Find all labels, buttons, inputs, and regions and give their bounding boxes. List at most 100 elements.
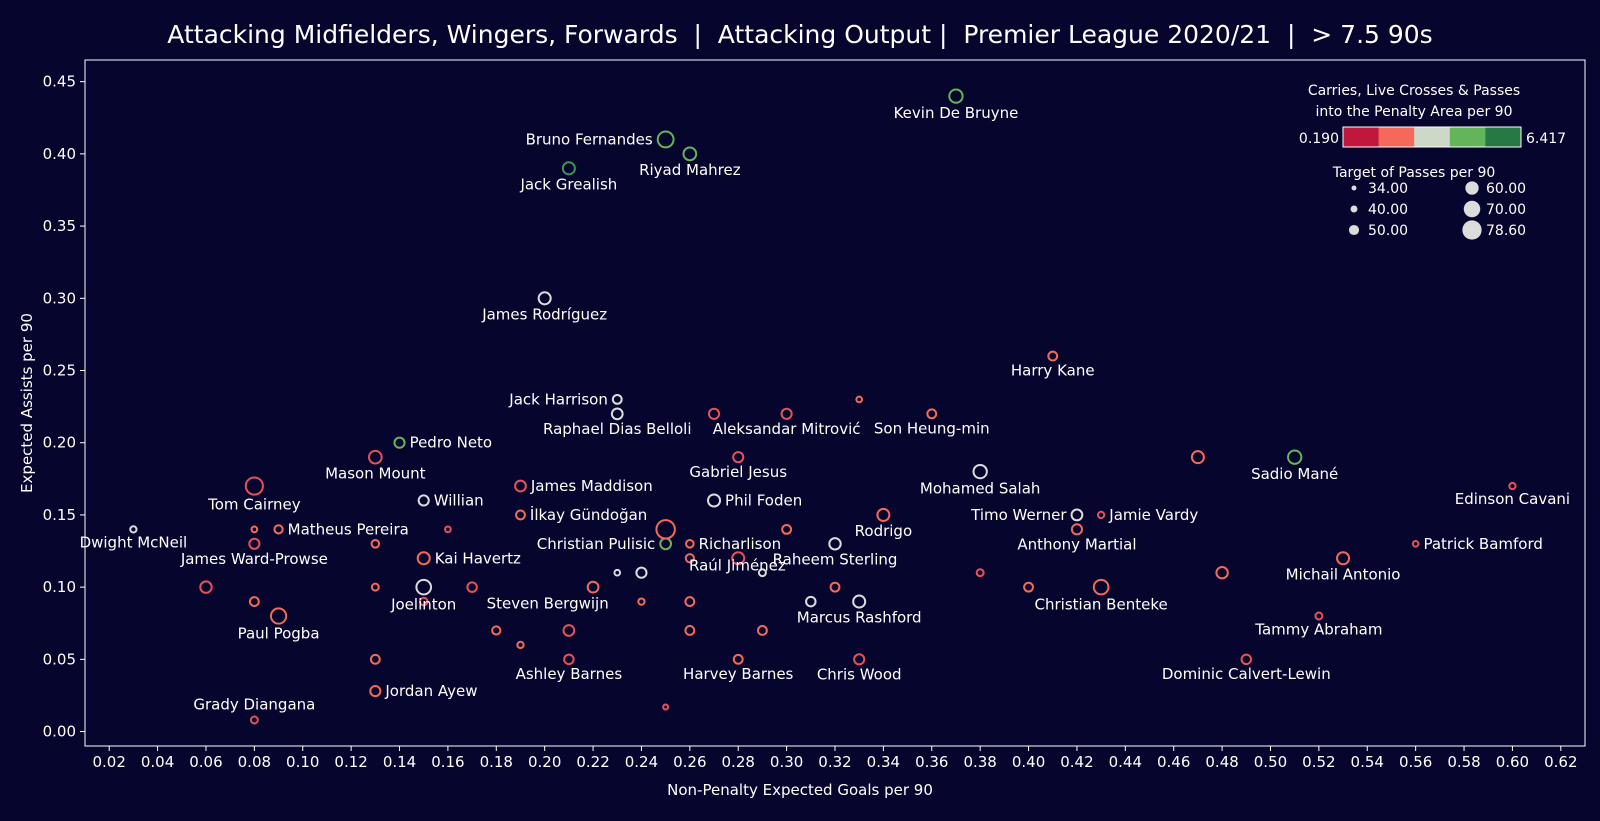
x-tick-label: 0.30 — [770, 753, 803, 771]
size-legend-marker — [1465, 181, 1479, 195]
size-legend-label: 40.00 — [1368, 202, 1408, 218]
data-point — [563, 653, 575, 666]
size-legend-marker — [1463, 200, 1481, 218]
point-label: İlkay Gündoğan — [530, 505, 647, 524]
data-point — [685, 539, 695, 549]
data-point — [561, 161, 576, 176]
x-tick-label: 0.02 — [92, 753, 125, 771]
point-label: Jack Harrison — [508, 390, 608, 408]
point-label: Tammy Abraham — [1254, 620, 1382, 638]
x-tick-label: 0.38 — [963, 753, 996, 771]
x-tick-label: 0.28 — [722, 753, 755, 771]
data-point — [369, 685, 382, 698]
y-tick-label: 0.20 — [43, 434, 76, 452]
data-point — [393, 436, 406, 449]
x-tick-label: 0.18 — [480, 753, 513, 771]
point-label: James Maddison — [530, 477, 653, 495]
y-axis: 0.00 0.05 0.10 0.15 0.20 0.25 0.30 0.35 0.40 0.45 — [43, 73, 85, 741]
size-legend-marker — [1351, 185, 1357, 191]
color-legend-title-line2: into the Penalty Area per 90 — [1315, 104, 1512, 120]
data-point — [466, 581, 478, 593]
data-point — [491, 625, 502, 636]
data-point — [756, 625, 768, 636]
y-tick-label: 0.35 — [43, 217, 76, 235]
point-label: Michail Antonio — [1286, 565, 1401, 583]
point-label: Raphael Dias Belloli — [543, 420, 692, 438]
color-scale-segment — [1485, 127, 1522, 147]
data-point — [852, 594, 867, 609]
data-point — [249, 715, 259, 725]
data-point — [370, 539, 381, 549]
x-tick-label: 0.16 — [431, 753, 464, 771]
point-labels: Kevin De Bruyne Bruno Fernandes Riyad Mahr… — [80, 104, 1571, 714]
point-label: Matheus Pereira — [288, 520, 409, 538]
point-label: Dominic Calvert-Lewin — [1162, 665, 1331, 683]
size-legend-title: Target of Passes per 90 — [1332, 165, 1496, 181]
data-point — [1336, 551, 1351, 566]
data-point — [416, 551, 431, 566]
point-label: Paul Pogba — [238, 625, 320, 643]
data-point — [655, 519, 676, 540]
x-tick-label: 0.58 — [1447, 753, 1480, 771]
data-point — [682, 146, 698, 162]
x-tick-label: 0.56 — [1399, 753, 1432, 771]
data-point — [248, 537, 261, 550]
data-point — [1070, 523, 1083, 536]
data-point — [757, 568, 767, 578]
x-tick-label: 0.24 — [625, 753, 658, 771]
data-point — [250, 525, 259, 534]
data-point — [853, 653, 866, 666]
data-point — [975, 568, 985, 578]
x-axis-label: Non-Penalty Expected Goals per 90 — [667, 781, 933, 799]
x-tick-label: 0.54 — [1351, 753, 1384, 771]
x-tick-label: 0.14 — [383, 753, 416, 771]
point-label: Grady Diangana — [193, 696, 315, 714]
color-scale-segment — [1343, 127, 1380, 147]
data-point — [611, 393, 623, 405]
data-points — [129, 88, 1517, 725]
data-point — [537, 291, 552, 306]
point-label: James Ward-Prowse — [180, 550, 328, 568]
point-label: Joelinton — [390, 595, 456, 613]
point-label: Willian — [434, 491, 484, 509]
y-tick-label: 0.30 — [43, 289, 76, 307]
size-legend-label: 78.60 — [1486, 223, 1526, 239]
y-tick-label: 0.15 — [43, 506, 76, 524]
point-label: Gabriel Jesus — [689, 463, 787, 481]
x-tick-label: 0.42 — [1060, 753, 1093, 771]
point-label: James Rodríguez — [481, 305, 607, 323]
size-legend-label: 50.00 — [1368, 223, 1408, 239]
size-legend-label: 70.00 — [1486, 202, 1526, 218]
point-label: Chris Wood — [817, 665, 902, 683]
data-point — [1190, 450, 1205, 465]
color-legend-title-line1: Carries, Live Crosses & Passes — [1308, 83, 1520, 99]
point-label: Raheem Sterling — [773, 551, 898, 569]
x-axis: 0.02 0.04 0.06 0.08 0.10 0.12 0.14 0.16 0.18 0.20… — [92, 746, 1578, 771]
data-point — [1411, 539, 1420, 548]
data-point — [273, 524, 284, 535]
data-point — [948, 88, 964, 104]
data-point — [514, 479, 527, 493]
data-point — [1240, 653, 1253, 666]
data-point — [731, 551, 746, 566]
point-label: Mason Mount — [325, 464, 426, 482]
y-axis-label: Expected Assists per 90 — [18, 313, 36, 493]
point-label: Kai Havertz — [435, 549, 521, 567]
point-label: Mohamed Salah — [920, 479, 1041, 497]
data-point — [635, 566, 648, 579]
y-tick-label: 0.10 — [43, 578, 76, 596]
data-point — [732, 451, 745, 464]
point-label: Sadio Mané — [1251, 465, 1338, 483]
data-point — [369, 653, 381, 665]
point-label: Jack Grealish — [519, 175, 617, 193]
x-tick-label: 0.10 — [286, 753, 319, 771]
data-point — [805, 595, 817, 608]
data-point — [1070, 508, 1084, 522]
size-legend-label: 60.00 — [1486, 181, 1526, 197]
x-tick-label: 0.60 — [1496, 753, 1529, 771]
size-legend-label: 34.00 — [1368, 181, 1408, 197]
point-label: Marcus Rashford — [797, 609, 922, 627]
point-label: Phil Foden — [725, 491, 802, 509]
data-point — [1508, 481, 1517, 491]
point-label: Christian Benteke — [1035, 595, 1168, 613]
